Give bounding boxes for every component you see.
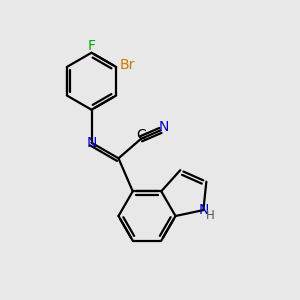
Text: N: N (86, 136, 97, 150)
Text: Br: Br (120, 58, 135, 73)
Text: N: N (159, 120, 169, 134)
Text: C: C (136, 128, 146, 142)
Text: H: H (206, 209, 214, 222)
Text: N: N (198, 203, 208, 217)
Text: F: F (88, 39, 95, 53)
